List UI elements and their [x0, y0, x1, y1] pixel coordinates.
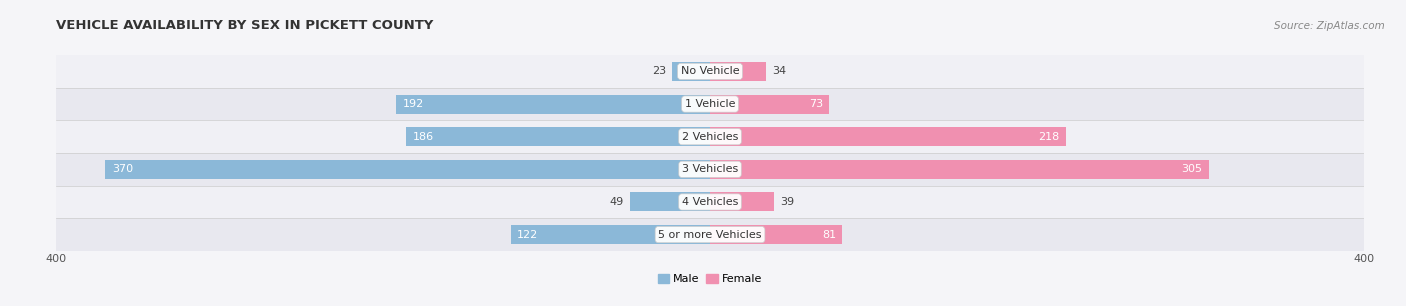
Text: 186: 186 — [412, 132, 433, 142]
Bar — [406, 127, 710, 146]
Text: 23: 23 — [652, 66, 666, 76]
Text: 4 Vehicles: 4 Vehicles — [682, 197, 738, 207]
Text: No Vehicle: No Vehicle — [681, 66, 740, 76]
Text: 73: 73 — [808, 99, 823, 109]
Text: Source: ZipAtlas.com: Source: ZipAtlas.com — [1274, 21, 1385, 32]
Text: 1 Vehicle: 1 Vehicle — [685, 99, 735, 109]
Bar — [630, 192, 710, 211]
Text: 122: 122 — [517, 230, 538, 240]
Bar — [56, 186, 1364, 218]
Text: 305: 305 — [1181, 164, 1202, 174]
Text: 370: 370 — [112, 164, 134, 174]
Bar — [672, 62, 710, 81]
Bar — [510, 225, 710, 244]
Bar — [710, 225, 842, 244]
Legend: Male, Female: Male, Female — [654, 269, 766, 289]
Text: 3 Vehicles: 3 Vehicles — [682, 164, 738, 174]
Bar — [56, 218, 1364, 251]
Bar — [710, 95, 830, 114]
Bar — [105, 160, 710, 179]
Text: 39: 39 — [780, 197, 794, 207]
Bar — [396, 95, 710, 114]
Bar — [56, 88, 1364, 120]
Text: 192: 192 — [402, 99, 425, 109]
Text: 5 or more Vehicles: 5 or more Vehicles — [658, 230, 762, 240]
Bar — [56, 55, 1364, 88]
Bar — [710, 127, 1066, 146]
Text: 49: 49 — [609, 197, 623, 207]
Text: 2 Vehicles: 2 Vehicles — [682, 132, 738, 142]
Bar — [710, 62, 766, 81]
Text: 81: 81 — [821, 230, 837, 240]
Bar — [710, 192, 773, 211]
Bar — [56, 153, 1364, 186]
Text: VEHICLE AVAILABILITY BY SEX IN PICKETT COUNTY: VEHICLE AVAILABILITY BY SEX IN PICKETT C… — [56, 19, 433, 32]
Bar — [710, 160, 1209, 179]
Text: 218: 218 — [1039, 132, 1060, 142]
Bar — [56, 120, 1364, 153]
Text: 34: 34 — [772, 66, 786, 76]
